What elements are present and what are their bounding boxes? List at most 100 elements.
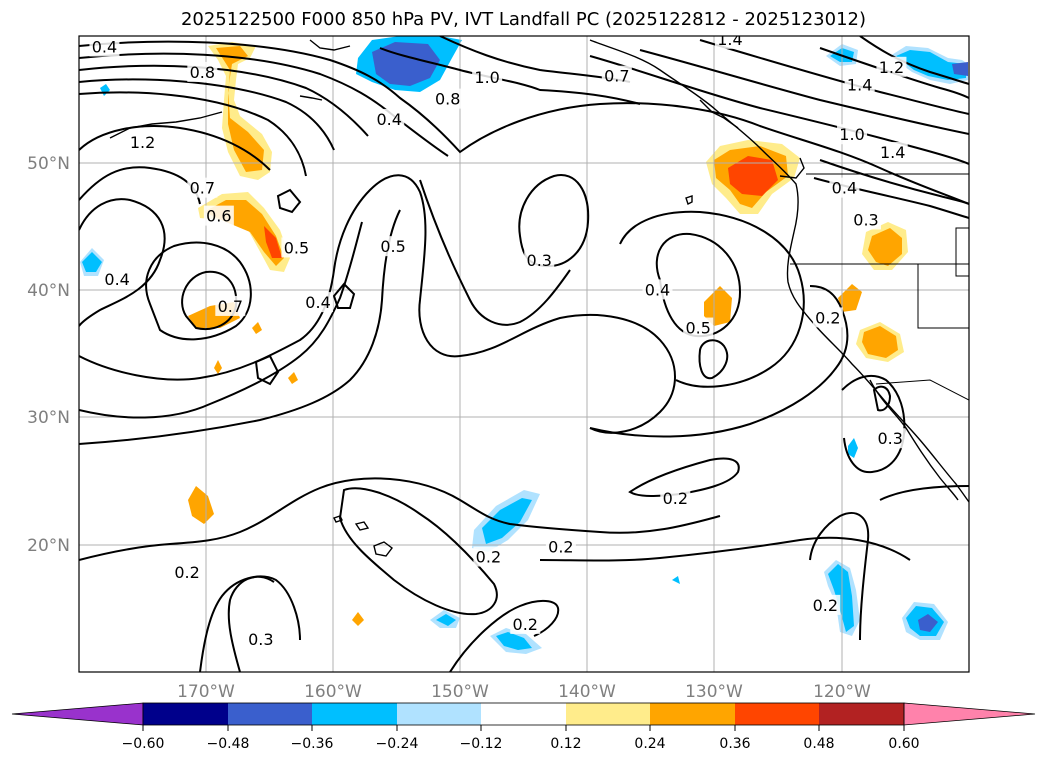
map-frame [78,35,970,673]
contour-label-bg [187,177,218,198]
contour-label: 1.4 [847,76,872,95]
contour-label-bg [837,124,868,145]
shade-negative [828,564,854,632]
contour-label-bg [187,61,218,82]
colorbar-segment [228,703,312,725]
colorbar-tick-label: 0.48 [803,736,834,752]
contour-label-bg [510,613,541,634]
contour-label-bg [829,177,860,198]
contour-label: 0.2 [663,489,688,508]
shade-positive [862,326,898,358]
contour-label-bg [172,561,203,582]
colorbar-segment [650,703,735,725]
contour-label-bg [378,236,409,257]
lat-tick-20: 20°N [27,536,70,556]
shade-positive [352,612,364,626]
lon-tick-170w: 170°W [177,682,235,702]
contour-label-bg [877,142,908,163]
contour-label-bg [714,36,745,49]
lat-axis-labels: 50°N 40°N 30°N 20°N [27,154,70,556]
shade-positive [704,286,732,326]
lat-tick-40: 40°N [27,281,70,301]
shade-positive [868,228,902,266]
lat-tick-30: 30°N [27,408,70,428]
coastlines [109,39,969,557]
contour-label: 0.2 [548,537,573,556]
contour-label-bg [524,250,555,271]
colorbar-frame [142,702,905,726]
contour-label-bg [374,108,405,129]
contour-label-bg [812,307,843,328]
map-area: 0.4 0.8 1.2 0.7 0.6 0.5 0.4 0.4 0.7 0.5 0.4 1.0 0.8 0… [79,36,969,672]
contour-label: 0.4 [305,293,330,312]
shade-negative [372,42,440,86]
contour-label-bg [683,317,714,338]
lon-tick-150w: 150°W [431,682,489,702]
contour-label-bg [810,594,841,615]
contour-label: 0.2 [174,563,199,582]
contour-label-bg [876,56,907,77]
shade-negative [436,614,456,626]
political-borders [790,173,969,401]
colorbar-segment [481,703,566,725]
colorbar-segment [143,703,228,725]
contour-label-bg [844,74,875,95]
contour-label-bg [851,209,882,230]
contour-label-bg [102,269,133,290]
map-title: 2025122500 F000 850 hPa PV, IVT Landfall… [180,9,867,30]
lon-tick-130w: 130°W [685,682,743,702]
contour-label: 1.0 [839,125,864,144]
contour-label: 0.4 [645,280,670,299]
contour-label: 0.3 [853,210,878,229]
colorbar-extend-max [903,702,1036,726]
contour-labels: 0.4 0.8 1.2 0.7 0.6 0.5 0.4 0.4 0.7 0.5 0.4 1.0 0.8 0… [89,36,908,650]
contour-label: 0.3 [248,630,273,649]
lon-tick-160w: 160°W [304,682,362,702]
contour-label-bg [875,428,906,449]
colorbar-tick-label: 0.12 [550,736,581,752]
colorbar-tick-label: 0.36 [719,736,750,752]
colorbar-segment [397,703,481,725]
contour-label: 0.8 [435,90,460,109]
shade-positive [216,46,264,172]
contour-label: 0.2 [513,615,538,634]
contour-label-bg [215,295,246,316]
contour-label-bg [473,546,504,567]
shade-positive [288,372,298,384]
shade-negative [672,576,680,584]
colorbar-tick-label: 0.60 [888,736,919,752]
colorbar-extend-min [11,702,144,726]
shade-negative [496,632,532,650]
lat-tick-50: 50°N [27,154,70,174]
contour-label: 0.8 [190,63,215,82]
contour-label: 0.2 [815,308,840,327]
contour-label: 1.0 [474,68,499,87]
contour-label: 0.3 [877,429,902,448]
contour-label: 0.7 [604,67,629,86]
colorbar-tick-label: −0.36 [291,736,334,752]
contour-label: 0.7 [218,297,243,316]
contour-label: 0.2 [813,596,838,615]
contour-label: 0.3 [527,251,552,270]
contour-label: 0.5 [380,237,405,256]
lon-tick-140w: 140°W [558,682,616,702]
contour-label-bg [303,292,334,313]
shade-negative [82,252,102,272]
contour-label: 1.2 [130,133,155,152]
colorbar-segment [819,703,904,725]
shade-positive [838,284,862,312]
contour-label: 0.4 [104,270,129,289]
contour-label: 1.4 [880,143,905,162]
contour-label: 0.2 [476,548,501,567]
contour-label: 0.5 [685,319,710,338]
shade-positive [728,156,778,196]
shade-negative [952,62,968,76]
colorbar-tick-label: −0.48 [207,736,250,752]
contour-label-bg [245,629,276,650]
lon-axis-labels: 170°W 160°W 150°W 140°W 130°W 120°W [177,682,871,702]
shade-negative [918,614,938,632]
shade-positive [214,360,222,374]
lon-tick-120w: 120°W [813,682,871,702]
contour-label-bg [660,488,691,509]
colorbar-tick-label: 0.24 [634,736,665,752]
